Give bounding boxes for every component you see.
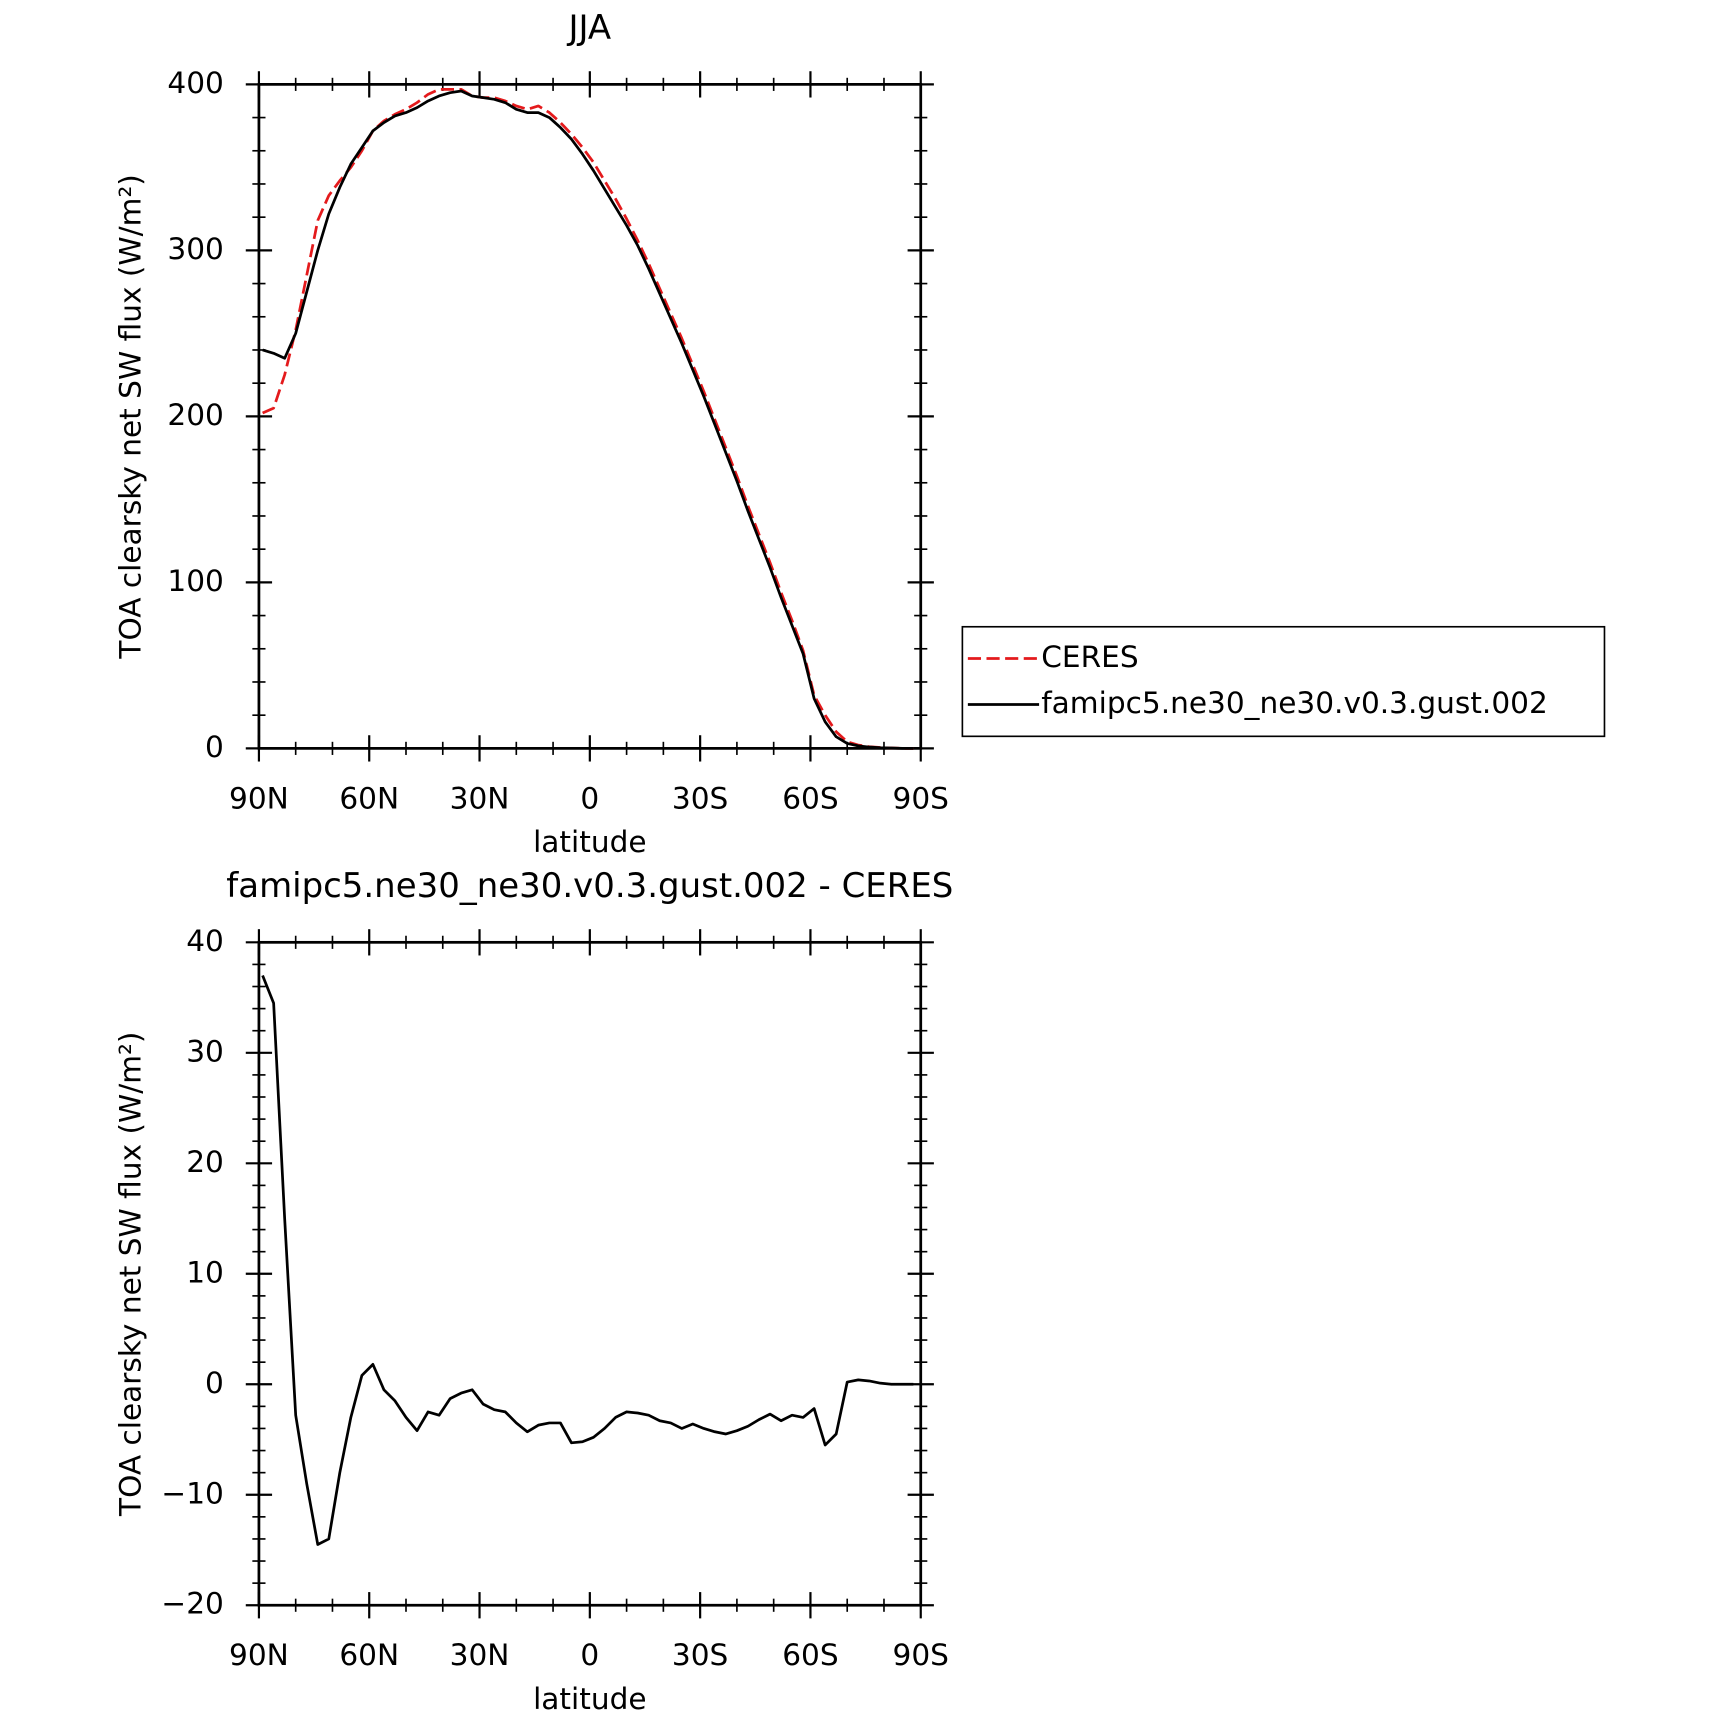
- y-tick-label: 100: [167, 564, 223, 598]
- y-tick-label: 400: [167, 66, 223, 100]
- y-tick-label: 40: [186, 924, 224, 958]
- y-tick-label: 30: [186, 1034, 224, 1068]
- x-axis-label: latitude: [533, 1682, 646, 1716]
- line-series: [262, 89, 914, 750]
- x-tick-label: 60N: [339, 1638, 399, 1672]
- chart-title: famipc5.ne30_ne30.v0.3.gust.002 - CERES: [226, 866, 953, 906]
- y-tick-label: 0: [205, 730, 224, 764]
- x-tick-label: 0: [580, 1638, 599, 1672]
- chart-title: JJA: [566, 8, 611, 48]
- x-tick-label: 90N: [229, 1638, 289, 1672]
- plot-frame: [257, 940, 923, 1607]
- plot-frame: [257, 83, 923, 750]
- x-tick-label: 60S: [782, 781, 838, 815]
- x-tick-label: 90S: [893, 1638, 949, 1672]
- x-tick-label: 90N: [229, 781, 289, 815]
- y-axis-label: TOA clearsky net SW flux (W/m²): [113, 174, 147, 659]
- x-tick-label: 30S: [672, 1638, 728, 1672]
- y-tick-label: −20: [161, 1587, 223, 1621]
- y-tick-label: 0: [205, 1366, 224, 1400]
- x-tick-label: 60S: [782, 1638, 838, 1672]
- x-tick-label: 30N: [450, 1638, 510, 1672]
- y-tick-label: 300: [167, 232, 223, 266]
- y-tick-label: 200: [167, 398, 223, 432]
- x-tick-label: 30N: [450, 781, 510, 815]
- line-series: [261, 974, 914, 1546]
- x-tick-label: 90S: [893, 781, 949, 815]
- y-tick-label: 10: [186, 1255, 224, 1289]
- x-axis-label: latitude: [533, 825, 646, 859]
- legend-label: CERES: [1041, 640, 1138, 674]
- y-tick-label: −10: [161, 1476, 223, 1510]
- x-tick-label: 30S: [672, 781, 728, 815]
- x-tick-label: 60N: [339, 781, 399, 815]
- line-series: [262, 87, 914, 750]
- legend-label: famipc5.ne30_ne30.v0.3.gust.002: [1041, 686, 1548, 720]
- y-tick-label: 20: [186, 1145, 224, 1179]
- legend-box: [961, 625, 1606, 738]
- x-tick-label: 0: [580, 781, 599, 815]
- y-axis-label: TOA clearsky net SW flux (W/m²): [113, 1032, 147, 1517]
